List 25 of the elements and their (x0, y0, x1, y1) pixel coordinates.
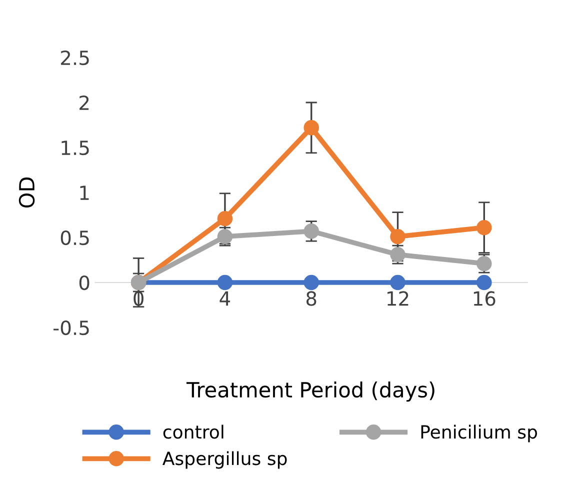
x-tick-label: 16 (474, 291, 496, 306)
x-axis-title: Treatment Period (days) (186, 382, 434, 402)
y-tick-label: 0 (79, 275, 90, 290)
legend-label: Penicilium sp (421, 424, 537, 442)
point (217, 210, 233, 226)
y-tick-label: 2 (80, 95, 89, 110)
point (304, 120, 319, 136)
x-tick-label: 4 (220, 291, 230, 306)
y-tick-label: 1 (80, 186, 89, 200)
legend-label: control (163, 424, 224, 439)
point (390, 228, 406, 244)
point (304, 224, 319, 239)
y-tick-label: -0.5 (54, 320, 89, 336)
point (476, 274, 492, 290)
point (304, 274, 319, 290)
y-tick-label: 2.5 (61, 50, 89, 66)
point (217, 274, 233, 290)
x-tick-label: 8 (306, 291, 316, 306)
point (476, 220, 492, 236)
legend-label: Aspergillus sp (162, 451, 287, 469)
y-axis-title: OD (18, 178, 35, 208)
point (390, 274, 406, 290)
x-tick-label: 12 (388, 291, 408, 306)
y-tick-label: 0.5 (60, 230, 89, 246)
y-tick-label: 1.5 (62, 140, 89, 156)
